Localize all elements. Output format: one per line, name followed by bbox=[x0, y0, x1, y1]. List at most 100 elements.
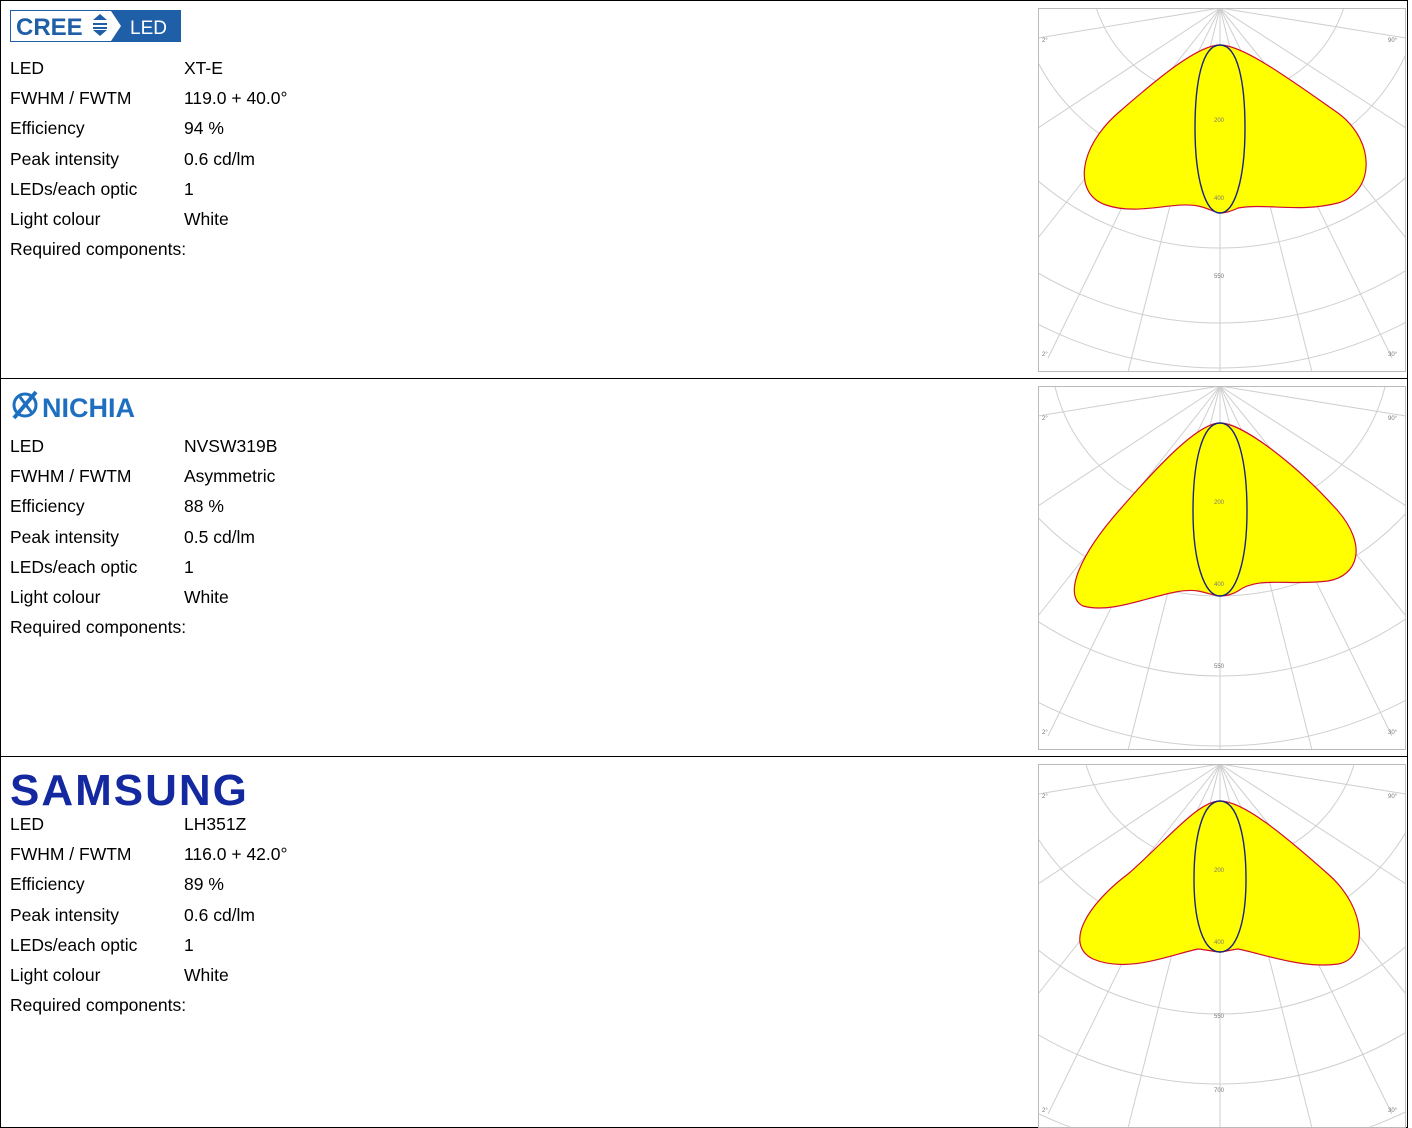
spec-table: LED LH351Z FWHM / FWTM 116.0 + 42.0° Effic… bbox=[10, 814, 288, 1025]
led-logo-text: LED bbox=[130, 18, 167, 39]
ring-label: 400 bbox=[1214, 196, 1225, 202]
spec-value: LH351Z bbox=[184, 814, 247, 834]
distribution-curve-c0 bbox=[1073, 422, 1357, 609]
spec-label: LED bbox=[10, 58, 45, 78]
ring-label: 400 bbox=[1214, 940, 1225, 946]
spec-label: LEDs/each optic bbox=[10, 934, 138, 955]
spec-value: 0.6 cd/lm bbox=[184, 148, 255, 169]
spec-label: Efficiency bbox=[10, 118, 85, 139]
spec-value: 119.0 + 40.0° bbox=[184, 88, 288, 109]
spec-label: Efficiency bbox=[10, 874, 85, 895]
spec-value: 88 % bbox=[184, 496, 224, 517]
spec-value: White bbox=[184, 208, 229, 229]
spec-value: White bbox=[184, 586, 229, 607]
spec-row-colour: Light colour White bbox=[10, 965, 288, 995]
spec-row-led: LED LH351Z bbox=[10, 814, 288, 844]
ring-label: 550 bbox=[1214, 274, 1225, 280]
angle-label: 30° bbox=[1388, 1108, 1398, 1114]
spec-row-efficiency: Efficiency 94 % bbox=[10, 118, 288, 148]
distribution-curve-c90 bbox=[1193, 800, 1247, 953]
angle-label: 90° bbox=[1388, 416, 1398, 422]
spec-value: 1 bbox=[184, 178, 194, 199]
spec-label: FWHM / FWTM bbox=[10, 88, 132, 109]
spec-label: Required components: bbox=[10, 617, 187, 638]
angle-label: 90° bbox=[1388, 794, 1398, 800]
cree-led-logo: CREE LED bbox=[10, 10, 184, 50]
ring-label: 200 bbox=[1214, 868, 1225, 874]
angle-label: 2° bbox=[1042, 730, 1048, 736]
spec-row-led: LED NVSW319B bbox=[10, 436, 277, 466]
spec-row-components: Required components: bbox=[10, 239, 288, 269]
spec-row-fwhm: FWHM / FWTM 116.0 + 42.0° bbox=[10, 844, 288, 874]
spec-value: Asymmetric bbox=[184, 466, 276, 487]
cree-logo-text: CREE bbox=[16, 14, 83, 41]
nichia-logo-text: NICHIA bbox=[42, 393, 135, 423]
spec-label: LEDs/each optic bbox=[10, 178, 138, 199]
ring-label: 700 bbox=[1214, 1088, 1225, 1094]
spec-value: 0.5 cd/lm bbox=[184, 526, 255, 547]
spec-label: LED bbox=[10, 814, 45, 834]
angle-label: 2° bbox=[1042, 38, 1048, 44]
spec-row-fwhm: FWHM / FWTM Asymmetric bbox=[10, 466, 277, 496]
angle-label: 30° bbox=[1388, 730, 1398, 736]
spec-label: Light colour bbox=[10, 586, 101, 607]
spec-row-efficiency: Efficiency 89 % bbox=[10, 874, 288, 904]
spec-label: Light colour bbox=[10, 964, 101, 985]
spec-row-leds: LEDs/each optic 1 bbox=[10, 935, 288, 965]
spec-label: Efficiency bbox=[10, 496, 85, 517]
polar-diagram-3: 2° 90° 2° 30° 200 400 550 700 bbox=[1038, 764, 1406, 1128]
angle-label: 2° bbox=[1042, 794, 1048, 800]
angle-label: 30° bbox=[1388, 352, 1398, 358]
polar-diagram-1: 2° 90° 2° 30° 200 400 550 bbox=[1038, 8, 1406, 372]
spec-value: 89 % bbox=[184, 874, 224, 895]
spec-label: FWHM / FWTM bbox=[10, 844, 132, 865]
spec-label: LEDs/each optic bbox=[10, 556, 138, 577]
spec-label: Peak intensity bbox=[10, 526, 119, 547]
ring-label: 200 bbox=[1214, 118, 1225, 124]
spec-value: 1 bbox=[184, 556, 194, 577]
spec-label: Peak intensity bbox=[10, 904, 119, 925]
ring-label: 550 bbox=[1214, 1014, 1225, 1020]
spec-value: 94 % bbox=[184, 118, 224, 139]
angle-label: 2° bbox=[1042, 416, 1048, 422]
spec-value: NVSW319B bbox=[184, 436, 278, 456]
spec-label: Required components: bbox=[10, 995, 187, 1016]
nichia-logo: NICHIA bbox=[10, 388, 184, 428]
ring-label: 200 bbox=[1214, 500, 1225, 506]
polar-diagram-2: 2° 90° 2° 30° 200 400 550 bbox=[1038, 386, 1406, 750]
spec-row-peak: Peak intensity 0.6 cd/lm bbox=[10, 149, 288, 179]
spec-label: Peak intensity bbox=[10, 148, 119, 169]
ring-label: 550 bbox=[1214, 664, 1225, 670]
spec-row-colour: Light colour White bbox=[10, 209, 288, 239]
distribution-curve-c90 bbox=[1194, 44, 1246, 214]
spec-table: LED XT-E FWHM / FWTM 119.0 + 40.0° Efficie… bbox=[10, 58, 288, 269]
spec-label: FWHM / FWTM bbox=[10, 466, 132, 487]
spec-row-led: LED XT-E bbox=[10, 58, 288, 88]
angle-label: 90° bbox=[1388, 38, 1398, 44]
product-section-cree: CREE LED LED XT-E FWHM / FWTM 119.0 + 40.0… bbox=[0, 0, 1408, 378]
samsung-logo-text: SAMSUNG bbox=[10, 766, 249, 810]
spec-row-colour: Light colour White bbox=[10, 587, 277, 617]
spec-value: 0.6 cd/lm bbox=[184, 904, 255, 925]
spec-value: XT-E bbox=[184, 58, 223, 78]
spec-label: LED bbox=[10, 436, 45, 456]
samsung-logo: SAMSUNG bbox=[10, 766, 270, 815]
spec-value: 116.0 + 42.0° bbox=[184, 844, 288, 865]
spec-label: Light colour bbox=[10, 208, 101, 229]
spec-value: 1 bbox=[184, 934, 194, 955]
product-section-nichia: NICHIA LED NVSW319B FWHM / FWTM Asymmetric… bbox=[0, 378, 1408, 756]
spec-row-components: Required components: bbox=[10, 617, 277, 647]
distribution-curve-c90 bbox=[1192, 422, 1248, 597]
spec-row-peak: Peak intensity 0.6 cd/lm bbox=[10, 905, 288, 935]
spec-label: Required components: bbox=[10, 239, 187, 260]
ring-label: 400 bbox=[1214, 582, 1225, 588]
angle-label: 2° bbox=[1042, 1108, 1048, 1114]
spec-row-leds: LEDs/each optic 1 bbox=[10, 179, 288, 209]
spec-table: LED NVSW319B FWHM / FWTM Asymmetric Effici… bbox=[10, 436, 277, 647]
spec-row-peak: Peak intensity 0.5 cd/lm bbox=[10, 527, 277, 557]
spec-row-fwhm: FWHM / FWTM 119.0 + 40.0° bbox=[10, 88, 288, 118]
angle-label: 2° bbox=[1042, 352, 1048, 358]
spec-row-components: Required components: bbox=[10, 995, 288, 1025]
product-section-samsung: SAMSUNG LED LH351Z FWHM / FWTM 116.0 + 42.… bbox=[0, 756, 1408, 1128]
